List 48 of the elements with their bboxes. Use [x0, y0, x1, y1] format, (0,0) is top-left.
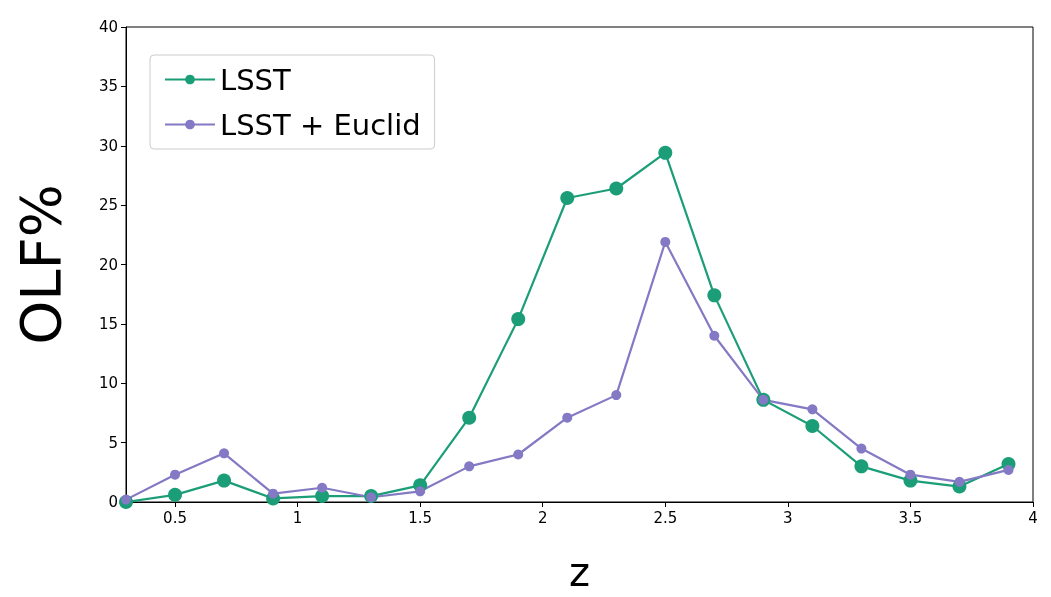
- point: [905, 469, 916, 480]
- point: [660, 236, 671, 247]
- x-tick-label: 4: [1028, 508, 1038, 527]
- point: [268, 488, 279, 499]
- point: [954, 476, 965, 487]
- y-axis-title: OLF%: [7, 184, 73, 345]
- point: [609, 181, 624, 196]
- point: [709, 330, 720, 341]
- point: [168, 487, 183, 502]
- point: [170, 469, 181, 480]
- y-tick-label: 20: [98, 255, 118, 274]
- y-tick-label: 30: [98, 136, 118, 155]
- point: [219, 448, 230, 459]
- point: [121, 494, 131, 505]
- x-tick-label: 1: [292, 508, 303, 527]
- point: [511, 312, 526, 327]
- point: [805, 419, 820, 433]
- point: [415, 486, 426, 497]
- point: [707, 288, 722, 303]
- y-tick-label: 25: [98, 196, 118, 215]
- legend-label: LSST: [220, 62, 291, 97]
- point: [658, 145, 673, 160]
- x-tick-label: 3.5: [898, 508, 923, 527]
- y-tick-label: 15: [98, 314, 118, 333]
- legend-label: LSST + Euclid: [220, 107, 421, 142]
- x-tick-label: 0.5: [163, 508, 187, 527]
- point: [611, 390, 622, 401]
- x-tick-label: 3: [783, 508, 793, 527]
- point: [856, 443, 867, 454]
- point: [513, 449, 524, 460]
- y-tick-label: 35: [98, 77, 118, 96]
- x-tick-label: 2.5: [653, 508, 678, 527]
- point: [217, 473, 232, 488]
- y-tick-label: 10: [98, 374, 118, 393]
- y-tick-label: 5: [108, 433, 118, 452]
- point: [807, 404, 818, 415]
- x-axis-title: z: [569, 549, 590, 595]
- x-tick-label: 2: [537, 508, 548, 527]
- y-tick-label: 0: [108, 493, 118, 511]
- point: [562, 412, 573, 423]
- point: [854, 459, 869, 474]
- x-tick-label: 1.5: [408, 508, 433, 527]
- point: [464, 461, 475, 472]
- point: [317, 482, 328, 493]
- point: [1003, 464, 1014, 475]
- y-tick-label: 40: [98, 18, 118, 36]
- point: [462, 410, 477, 425]
- point: [560, 191, 575, 205]
